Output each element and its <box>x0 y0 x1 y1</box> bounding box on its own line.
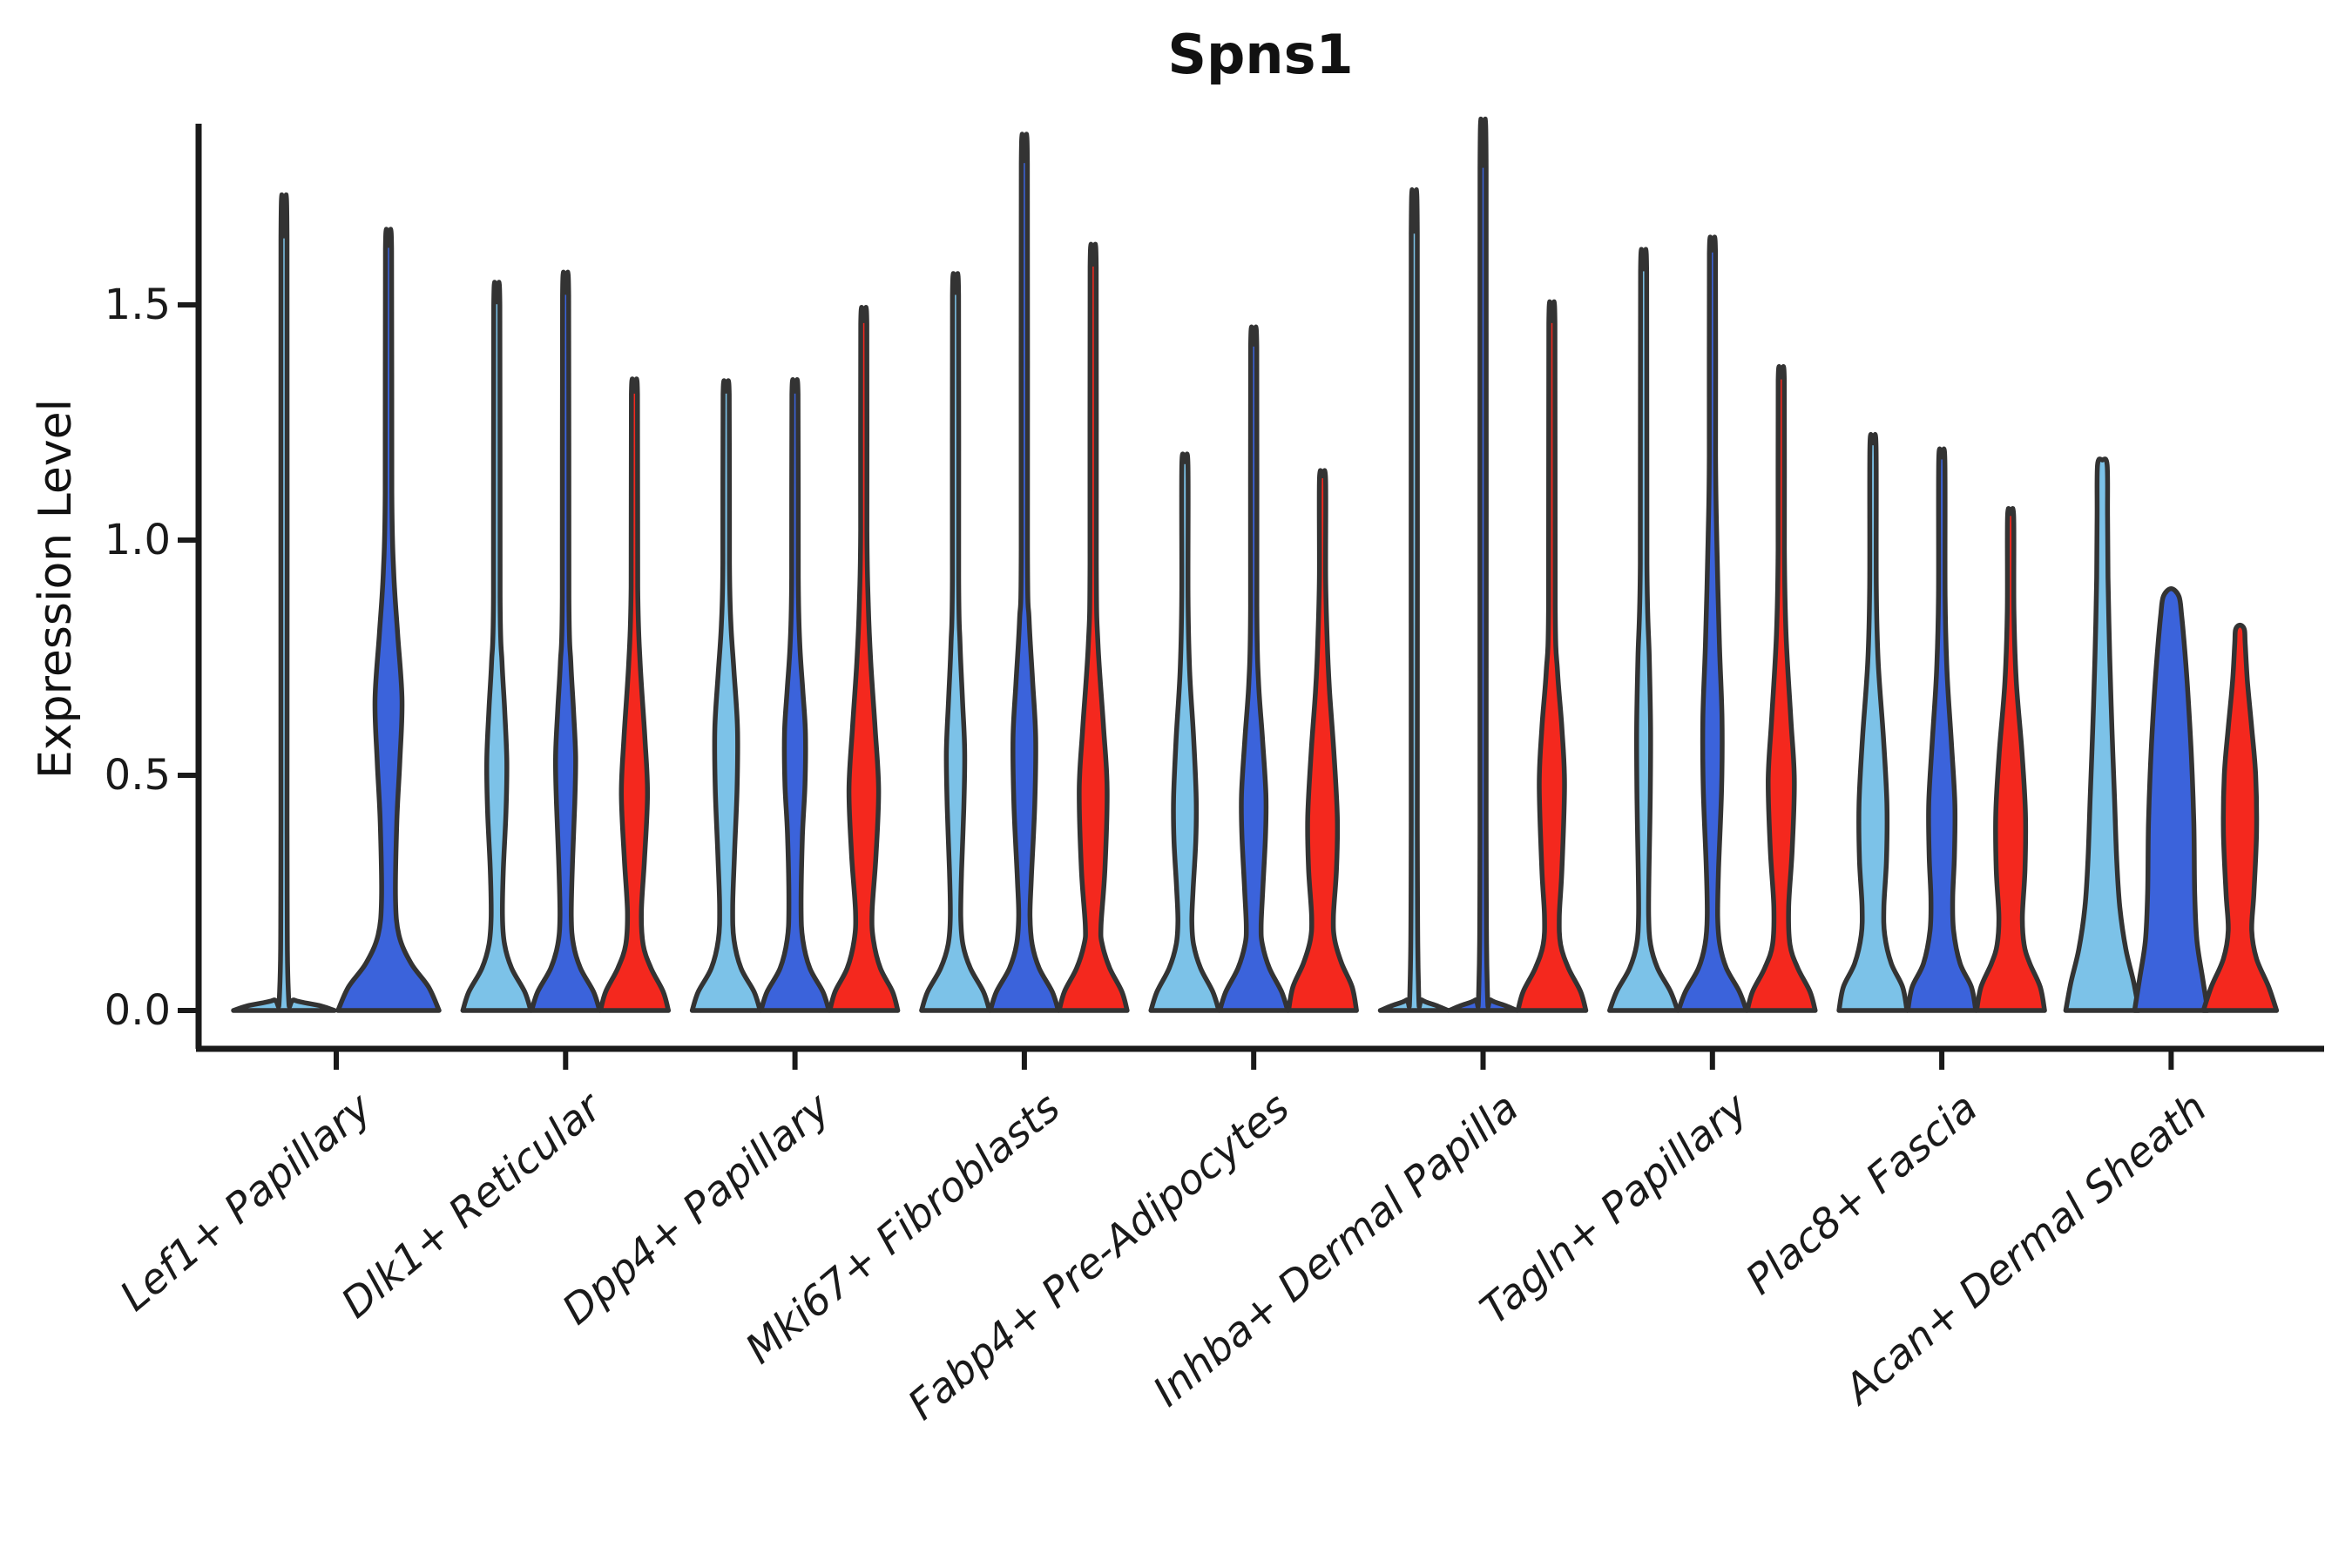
y-axis-label: Expression Level <box>30 398 82 780</box>
violin-tagln-papillary-red <box>1745 364 1818 1013</box>
violin-dlk1-reticular-red <box>598 376 672 1013</box>
violin-inhba-dermal-papilla-light_blue <box>1377 187 1451 1013</box>
violin-plac8-fascia-red <box>1974 505 2047 1013</box>
violin-mki67-fibroblasts-red <box>1057 241 1130 1013</box>
violin-inhba-dermal-papilla-red <box>1515 299 1589 1013</box>
y-tick-label: 0.0 <box>104 986 171 1035</box>
violin-tagln-papillary-dark_blue <box>1676 234 1749 1013</box>
y-tick-label: 1.5 <box>104 280 171 329</box>
violin-lef1-papillary-light_blue <box>231 192 337 1013</box>
y-tick-label: 1.0 <box>104 516 171 564</box>
violin-lef1-papillary-dark_blue <box>335 226 442 1013</box>
violin-dpp4-papillary-red <box>827 305 901 1013</box>
violin-dlk1-reticular-dark_blue <box>529 269 603 1013</box>
violin-mki67-fibroblasts-light_blue <box>919 271 992 1013</box>
y-tick-label: 0.5 <box>104 751 171 800</box>
violin-acan-dermal-sheath-red <box>2200 622 2280 1013</box>
chart-title: Spns1 <box>1167 23 1354 86</box>
violin-dpp4-papillary-dark_blue <box>758 377 832 1013</box>
violin-plac8-fascia-light_blue <box>1836 432 1909 1013</box>
violin-plac8-fascia-dark_blue <box>1905 446 1978 1013</box>
violin-dlk1-reticular-light_blue <box>460 280 534 1013</box>
violin-fabp4-pre-adipocytes-red <box>1286 468 1359 1013</box>
violin-mki67-fibroblasts-dark_blue <box>988 132 1061 1013</box>
violin-dpp4-papillary-light_blue <box>689 378 763 1013</box>
violin-tagln-papillary-light_blue <box>1607 247 1680 1013</box>
violin-acan-dermal-sheath-light_blue <box>2063 456 2142 1013</box>
violin-fabp4-pre-adipocytes-dark_blue <box>1217 324 1290 1013</box>
violin-fabp4-pre-adipocytes-light_blue <box>1148 451 1221 1013</box>
violin-inhba-dermal-papilla-dark_blue <box>1446 117 1520 1013</box>
violin-acan-dermal-sheath-dark_blue <box>2132 586 2211 1013</box>
